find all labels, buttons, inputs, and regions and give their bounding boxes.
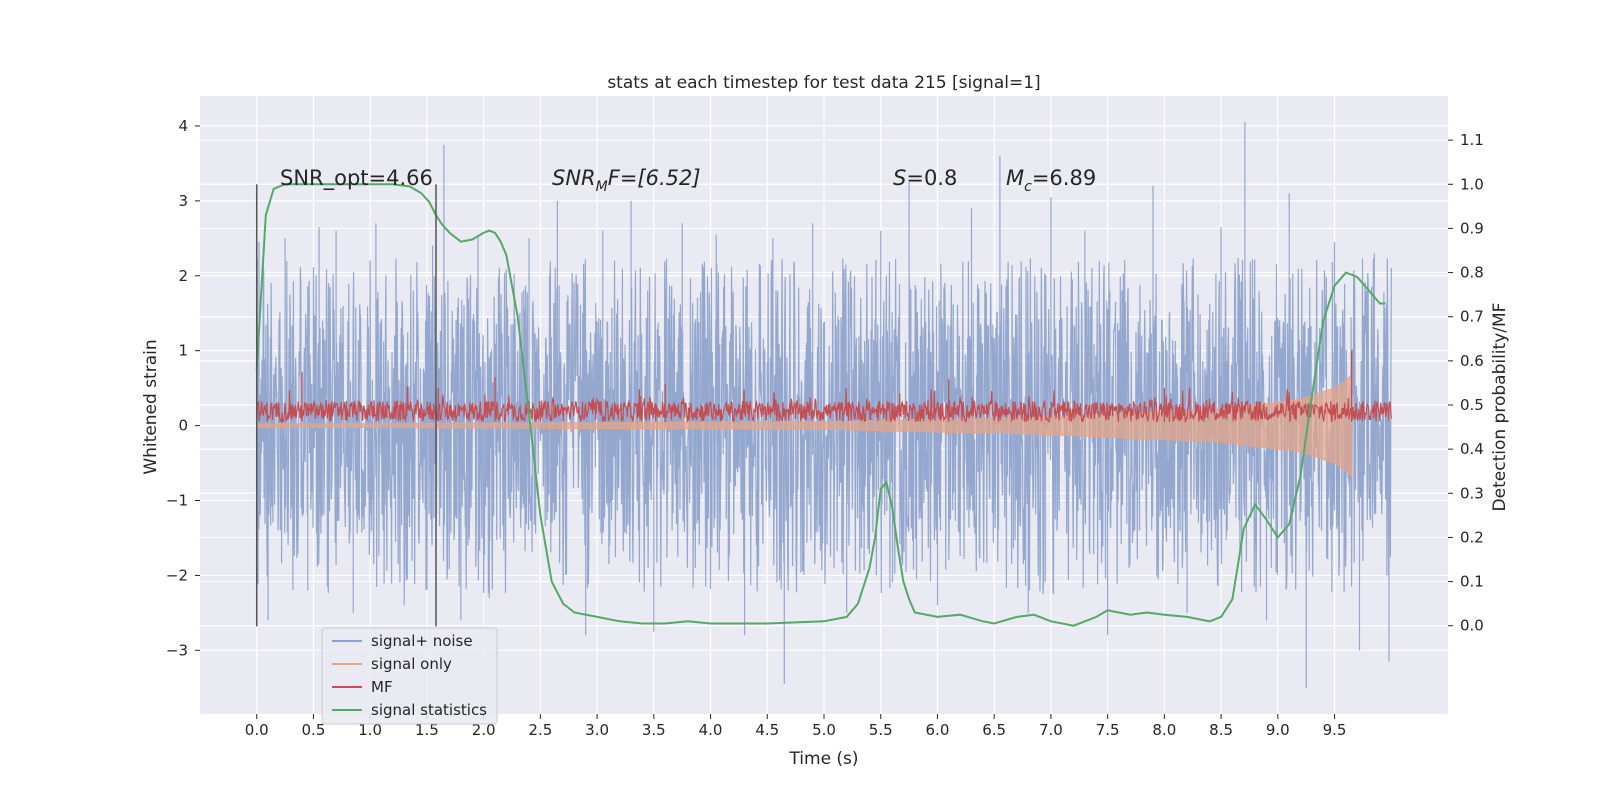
x-tick-label-2: 1.0 <box>358 721 382 739</box>
legend-label-signal-only: signal only <box>371 655 452 673</box>
y-tick-label-1: −2 <box>166 566 188 584</box>
legend-label-signal-noise: signal+ noise <box>371 632 473 650</box>
x-tick-label-4: 2.0 <box>472 721 496 739</box>
y2-tick-label-6: 0.6 <box>1460 352 1484 370</box>
y-tick-label-0: −3 <box>166 641 188 659</box>
x-tick-label-10: 5.0 <box>812 721 836 739</box>
x-tick-label-18: 9.0 <box>1266 721 1290 739</box>
x-tick-label-12: 6.0 <box>926 721 950 739</box>
y2-tick-label-7: 0.7 <box>1460 308 1484 326</box>
y-tick-label-7: 4 <box>178 117 188 135</box>
legend-box <box>321 627 498 725</box>
x-tick-label-5: 2.5 <box>528 721 552 739</box>
y2-tick-label-1: 0.1 <box>1460 573 1484 591</box>
series-mf <box>256 350 1392 424</box>
y2-tick-label-8: 0.8 <box>1460 264 1484 282</box>
x-tick-label-7: 3.5 <box>642 721 666 739</box>
x-tick-label-11: 5.5 <box>869 721 893 739</box>
s-value: =0.8 <box>906 166 957 190</box>
x-axis-title: Time (s) <box>788 749 858 769</box>
y-axis-title: Whitened strain <box>141 339 161 474</box>
y2-tick-label-9: 0.9 <box>1460 219 1484 237</box>
s-symbol: S <box>893 166 906 190</box>
annotation-s: S=0.8 <box>893 166 957 190</box>
y2-tick-label-0: 0.0 <box>1460 617 1484 635</box>
x-tick-label-15: 7.5 <box>1096 721 1120 739</box>
mc-symbol: M <box>1006 166 1024 190</box>
annotation-mc: Mc=6.89 <box>1006 166 1096 195</box>
series-signal-statistics <box>255 183 1386 627</box>
y-tick-label-5: 2 <box>178 267 188 285</box>
tick-layer: 0.0 0.5 1.0 1.5 2.0 2.5 3.0 3.5 4.0 4.5 5.0 5.5 6.0 6… <box>166 117 1484 739</box>
y2-tick-label-5: 0.5 <box>1460 396 1484 414</box>
y-tick-label-3: 0 <box>178 417 188 435</box>
y-tick-label-4: 1 <box>178 342 188 360</box>
y-tick-label-6: 3 <box>178 192 188 210</box>
x-tick-label-0: 0.0 <box>245 721 269 739</box>
x-tick-label-14: 7.0 <box>1039 721 1063 739</box>
series-signal-noise <box>256 122 1392 688</box>
x-tick-label-3: 1.5 <box>415 721 439 739</box>
y2-tick-label-10: 1.0 <box>1460 175 1484 193</box>
mc-value: =6.89 <box>1032 166 1096 190</box>
y2-tick-label-2: 0.2 <box>1460 528 1484 546</box>
x-tick-label-6: 3.0 <box>585 721 609 739</box>
x-tick-label-19: 9.5 <box>1323 721 1347 739</box>
y2-axis-title: Detection probability/MF <box>1490 303 1510 512</box>
x-tick-label-9: 4.5 <box>755 721 779 739</box>
snr-mf-sub: M <box>596 179 608 195</box>
mc-subscript: c <box>1024 179 1032 195</box>
legend-label-mf: MF <box>371 678 393 696</box>
series-layer <box>255 122 1392 688</box>
x-tick-label-13: 6.5 <box>982 721 1006 739</box>
snr-mf-base: SNR <box>552 166 596 190</box>
y2-tick-label-3: 0.3 <box>1460 484 1484 502</box>
x-tick-label-1: 0.5 <box>302 721 326 739</box>
annotation-snr-opt: SNR_opt=4.66 <box>280 166 433 191</box>
vline-layer <box>255 184 437 627</box>
x-tick-label-8: 4.0 <box>699 721 723 739</box>
snr-mf-rest: F=[6.52] <box>608 166 701 190</box>
chart-title: stats at each timestep for test data 215… <box>607 73 1040 93</box>
y2-tick-label-4: 0.4 <box>1460 440 1484 458</box>
legend-label-signal-statistics: signal statistics <box>371 701 487 719</box>
y-tick-label-2: −1 <box>166 492 188 510</box>
y2-tick-label-11: 1.1 <box>1460 131 1484 149</box>
annotation-snr-mf: SNRMF=[6.52] <box>552 166 701 195</box>
x-tick-label-17: 8.5 <box>1209 721 1233 739</box>
legend: signal+ noise signal only MF signal stat… <box>321 627 498 725</box>
x-tick-label-16: 8.0 <box>1152 721 1176 739</box>
